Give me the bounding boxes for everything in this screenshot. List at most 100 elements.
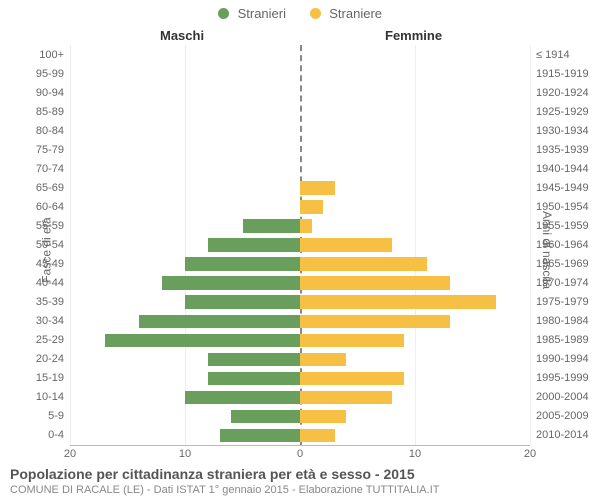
y-label-age: 15-19: [36, 373, 64, 384]
age-row: [70, 369, 530, 388]
y-label-birth: 1995-1999: [536, 373, 589, 384]
y-label-age: 45-49: [36, 259, 64, 270]
age-row: [70, 293, 530, 312]
y-label-age: 5-9: [48, 411, 64, 422]
age-row: [70, 197, 530, 216]
bar-female: [300, 181, 335, 194]
x-tick-label: 0: [297, 448, 303, 460]
y-label-age: 75-79: [36, 145, 64, 156]
age-row: [70, 426, 530, 445]
bar-male: [220, 429, 301, 442]
bar-female: [300, 238, 392, 251]
legend: Stranieri Straniere: [0, 6, 600, 21]
bar-female: [300, 353, 346, 366]
footer: Popolazione per cittadinanza straniera p…: [10, 466, 590, 496]
age-row: [70, 121, 530, 140]
y-label-age: 70-74: [36, 164, 64, 175]
y-label-age: 35-39: [36, 297, 64, 308]
y-label-birth: 2005-2009: [536, 411, 589, 422]
title-male: Maschi: [160, 28, 204, 43]
bar-male: [185, 391, 300, 404]
bar-female: [300, 276, 450, 289]
age-row: [70, 235, 530, 254]
y-label-birth: 1985-1989: [536, 335, 589, 346]
bar-female: [300, 372, 404, 385]
age-row: [70, 331, 530, 350]
legend-item-female: Straniere: [310, 6, 382, 21]
y-label-birth: 1980-1984: [536, 316, 589, 327]
y-label-birth: 1970-1974: [536, 278, 589, 289]
bar-male: [243, 219, 301, 232]
y-label-birth: 2000-2004: [536, 392, 589, 403]
x-tick-label: 10: [409, 448, 421, 460]
bar-male: [231, 410, 300, 423]
y-label-age: 100+: [39, 50, 64, 61]
y-label-birth: 1960-1964: [536, 240, 589, 251]
age-row: [70, 178, 530, 197]
age-row: [70, 83, 530, 102]
y-label-birth: 1930-1934: [536, 126, 589, 137]
age-row: [70, 407, 530, 426]
bar-female: [300, 200, 323, 213]
plot-area: [70, 45, 530, 446]
legend-swatch-female: [310, 8, 321, 19]
bar-female: [300, 315, 450, 328]
y-label-age: 50-54: [36, 240, 64, 251]
legend-item-male: Stranieri: [218, 6, 286, 21]
bar-female: [300, 219, 312, 232]
chart-container: Stranieri Straniere Maschi Femmine Fasce…: [0, 0, 600, 500]
y-label-birth: 1915-1919: [536, 69, 589, 80]
age-row: [70, 312, 530, 331]
age-row: [70, 350, 530, 369]
footer-subtitle: COMUNE DI RACALE (LE) - Dati ISTAT 1° ge…: [10, 484, 590, 496]
title-female: Femmine: [385, 28, 442, 43]
bar-male: [208, 238, 300, 251]
age-row: [70, 64, 530, 83]
y-label-age: 55-59: [36, 221, 64, 232]
legend-label-male: Stranieri: [238, 6, 286, 21]
bar-male: [208, 372, 300, 385]
age-row: [70, 159, 530, 178]
bar-female: [300, 334, 404, 347]
y-label-age: 90-94: [36, 88, 64, 99]
bar-female: [300, 295, 496, 308]
age-row: [70, 140, 530, 159]
y-label-birth: 2010-2014: [536, 430, 589, 441]
y-label-birth: 1945-1949: [536, 183, 589, 194]
y-label-age: 40-44: [36, 278, 64, 289]
age-row: [70, 274, 530, 293]
y-label-birth: 1990-1994: [536, 354, 589, 365]
y-label-birth: 1975-1979: [536, 297, 589, 308]
y-label-age: 60-64: [36, 202, 64, 213]
bar-female: [300, 257, 427, 270]
x-tick-label: 20: [64, 448, 76, 460]
age-row: [70, 216, 530, 235]
y-label-birth: 1920-1924: [536, 88, 589, 99]
bar-male: [105, 334, 301, 347]
bar-male: [185, 295, 300, 308]
y-label-birth: 1955-1959: [536, 221, 589, 232]
y-label-age: 25-29: [36, 335, 64, 346]
y-label-birth: ≤ 1914: [536, 50, 570, 61]
x-tick-label: 10: [179, 448, 191, 460]
y-label-birth: 1940-1944: [536, 164, 589, 175]
age-row: [70, 388, 530, 407]
age-row: [70, 45, 530, 64]
bar-male: [208, 353, 300, 366]
y-label-birth: 1965-1969: [536, 259, 589, 270]
bar-male: [185, 257, 300, 270]
y-label-birth: 1950-1954: [536, 202, 589, 213]
x-tick-label: 20: [524, 448, 536, 460]
footer-title: Popolazione per cittadinanza straniera p…: [10, 466, 590, 482]
bar-female: [300, 410, 346, 423]
y-label-birth: 1935-1939: [536, 145, 589, 156]
grid-line: [530, 45, 531, 445]
y-label-age: 20-24: [36, 354, 64, 365]
y-label-age: 95-99: [36, 69, 64, 80]
age-row: [70, 102, 530, 121]
y-label-age: 80-84: [36, 126, 64, 137]
y-label-age: 10-14: [36, 392, 64, 403]
legend-swatch-male: [218, 8, 229, 19]
bar-male: [139, 315, 300, 328]
y-label-age: 30-34: [36, 316, 64, 327]
